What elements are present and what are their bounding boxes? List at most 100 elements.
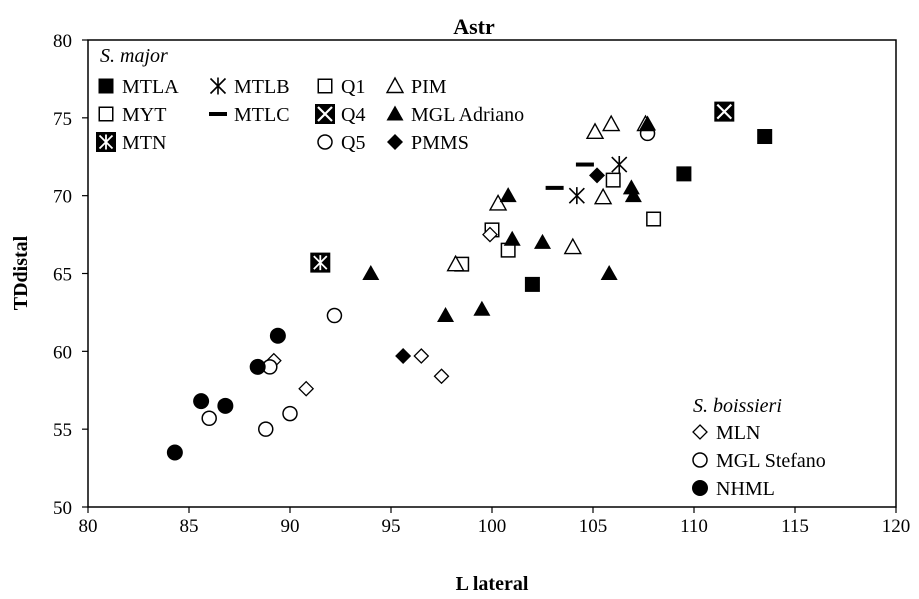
x-axis-label: L lateral <box>456 573 529 595</box>
data-point-mgl-adriano <box>600 265 618 280</box>
data-point-mgl-stefano <box>201 410 217 427</box>
data-point-pmms <box>589 167 606 184</box>
legend-label-mgl-adriano: MGL Adriano <box>411 104 524 126</box>
data-point-nhml <box>249 358 266 375</box>
legend-item-mgl-adriano: MGL Adriano <box>386 104 524 126</box>
data-point-mtn <box>310 252 331 273</box>
data-point-mgl-stefano <box>282 405 298 422</box>
data-point-pim <box>488 194 508 211</box>
legend-item-mtla: MTLA <box>98 76 179 98</box>
data-point-mln <box>298 380 315 397</box>
legend-marker-pmms <box>387 134 403 150</box>
legend-s-boissieri: S. boissieri MLN MGL Stefano NHML <box>692 395 826 500</box>
legend-marker-mtlc <box>209 112 227 116</box>
y-tick-label: 50 <box>53 498 72 519</box>
legend-s-major: S. major MTLA MTLB MTLC MYT MTN Q1 Q4 Q5 PIM MGL … <box>96 45 524 154</box>
legend-marker-mtlb <box>209 77 227 95</box>
legend-label-mtn: MTN <box>122 132 166 154</box>
data-point-mln <box>433 368 450 385</box>
data-point-pim <box>593 187 613 205</box>
data-point-mgl-adriano <box>639 115 657 131</box>
data-point-mgl-stefano <box>258 421 274 437</box>
legend-item-q1: Q1 <box>317 76 365 98</box>
data-point-mln <box>482 226 498 243</box>
legend-title-s-major: S. major <box>100 45 168 67</box>
x-tick-label: 105 <box>579 516 608 537</box>
legend-label-pmms: PMMS <box>411 132 469 154</box>
legend-marker-myt <box>98 106 114 122</box>
x-tick-label: 95 <box>382 516 401 537</box>
legend-marker-mgl-adriano <box>386 105 404 121</box>
legend-title-s-boissieri: S. boissieri <box>693 395 782 417</box>
data-point-myt <box>646 211 662 227</box>
legend-item-mln: MLN <box>692 422 760 444</box>
y-tick-label: 80 <box>53 31 72 52</box>
data-point-nhml <box>166 444 183 461</box>
data-point-nhml <box>193 393 210 410</box>
data-point-mgl-adriano <box>499 187 517 203</box>
data-point-mgl-adriano <box>534 233 551 249</box>
x-tick-label: 85 <box>180 516 199 537</box>
legend-marker-q1 <box>317 78 333 94</box>
legend-label-nhml: NHML <box>716 478 775 500</box>
x-tick-label: 110 <box>680 516 708 537</box>
y-tick-labels: 50 55 60 65 70 75 80 <box>53 31 72 519</box>
data-point-myt <box>605 172 621 188</box>
legend-item-q4: Q4 <box>315 104 365 126</box>
data-point-pim <box>601 114 621 132</box>
legend-item-mtlc: MTLC <box>209 104 290 126</box>
x-tick-label: 90 <box>281 516 300 537</box>
axis-ticks <box>82 39 897 513</box>
data-point-mtlb <box>568 187 585 205</box>
x-tick-label: 80 <box>79 516 98 537</box>
data-point-pim <box>446 254 465 272</box>
legend-label-pim: PIM <box>411 76 447 98</box>
legend-label-mln: MLN <box>716 422 760 444</box>
data-point-mtlc <box>575 162 594 167</box>
x-tick-labels: 80 85 90 95 100 105 110 115 120 <box>79 516 911 537</box>
data-point-nhml <box>217 397 234 414</box>
legend-item-myt: MYT <box>98 104 166 126</box>
y-axis-label: TDdistal <box>10 235 32 310</box>
legend-marker-pim <box>385 76 405 94</box>
data-point-mtlb <box>611 156 628 174</box>
data-point-q4 <box>714 101 735 122</box>
legend-item-q5: Q5 <box>317 132 365 154</box>
data-point-mgl-adriano <box>362 265 380 280</box>
legend-marker-nhml <box>692 480 708 496</box>
legend-marker-mgl-stefano <box>692 452 708 468</box>
x-tick-label: 120 <box>882 516 911 537</box>
data-point-mgl-adriano <box>624 187 642 203</box>
legend-marker-q4 <box>315 104 335 124</box>
legend-label-mtlb: MTLB <box>234 76 290 98</box>
data-point-pmms <box>395 348 412 365</box>
data-point-mtla <box>524 276 540 292</box>
x-tick-label: 115 <box>781 516 809 537</box>
data-point-pim <box>563 237 582 255</box>
legend-label-q1: Q1 <box>341 76 365 98</box>
y-tick-label: 55 <box>53 420 72 441</box>
data-point-mgl-adriano <box>473 300 491 316</box>
legend-label-q5: Q5 <box>341 132 365 154</box>
y-tick-label: 70 <box>53 187 72 208</box>
data-point-mtla <box>676 166 692 182</box>
chart-title: Astr <box>453 14 495 39</box>
legend-label-mgl-stefano: MGL Stefano <box>716 450 826 472</box>
legend-marker-mtn <box>96 132 116 152</box>
legend-label-mtla: MTLA <box>122 76 179 98</box>
legend-marker-mtla <box>98 78 114 94</box>
data-point-mln <box>413 348 430 364</box>
data-points <box>166 101 773 461</box>
legend-item-nhml: NHML <box>692 478 775 500</box>
data-point-mgl-adriano <box>437 307 455 323</box>
legend-marker-q5 <box>317 134 333 150</box>
y-tick-label: 60 <box>53 342 72 363</box>
y-tick-label: 65 <box>53 265 72 286</box>
legend-item-mtn: MTN <box>96 132 166 154</box>
legend-label-mtlc: MTLC <box>234 104 290 126</box>
data-point-pim <box>585 122 605 140</box>
y-tick-label: 75 <box>53 109 72 130</box>
legend-label-q4: Q4 <box>341 104 365 126</box>
x-tick-label: 100 <box>478 516 507 537</box>
